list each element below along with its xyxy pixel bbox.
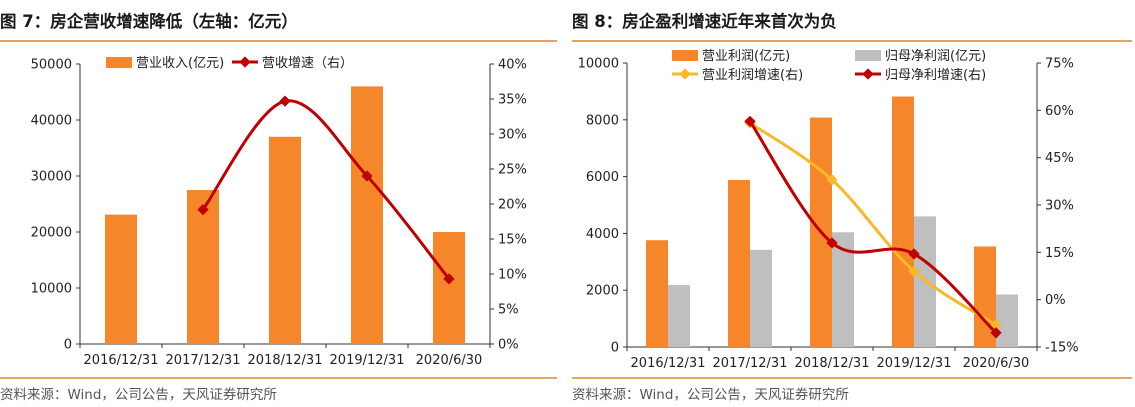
data-point [443,273,455,285]
x-tick-label: 2020/6/30 [963,356,1030,371]
data-point [361,170,373,182]
y-right-tick-label: 0% [498,338,519,353]
legend-label: 营收增速（右） [262,56,353,71]
figure-8: 图 8：房企盈利增速近年来首次为负 0 2000 4000 6000 8000 10000… [572,0,1135,407]
legend-label: 归母净利增速(右) [885,68,986,83]
y-left-tick-label: 0 [64,338,72,353]
x-tick-label: 2017/12/31 [713,356,788,371]
y-right-tick-label: 20% [498,198,527,213]
x-tick-label: 2016/12/31 [631,356,706,371]
y-left-tick-label: 4000 [586,227,619,242]
data-point [990,319,1002,331]
y-right-tick-label: 45% [1045,151,1074,166]
y-left-tick-label: 10000 [31,282,72,297]
bar [728,180,750,347]
y-right-tick-label: 15% [1045,246,1074,261]
y-left-tick-label: 10000 [578,57,619,72]
revenue-chart: 0 10000 20000 30000 40000 50000 0% 5% 10% 15% 20% 2… [31,56,527,368]
y-right-tick-label: 30% [1045,199,1074,214]
figure-8-source: 资料来源：Wind，公司公告，天风证券研究所 [572,387,849,403]
y-left-tick-label: 8000 [586,113,619,128]
x-tick-label: 2019/12/31 [330,353,405,368]
legend-label: 营业利润增速(右) [702,68,803,83]
x-tick-label: 2018/12/31 [248,353,323,368]
y-right-tick-label: 0% [1045,293,1066,308]
data-point [197,203,209,216]
bar [996,294,1018,347]
y-right-tick-label: -15% [1045,341,1079,356]
y-right-tick-label: 10% [498,268,527,283]
figure-7: 图 7：房企营收增速降低（左轴：亿元） 0 10000 20000 30000 4000… [0,0,560,407]
data-point [908,248,920,260]
y-right-tick-label: 30% [498,128,527,143]
y-right-tick-label: 15% [498,233,527,248]
bar [646,240,668,347]
legend-label: 营业利润(亿元) [702,49,790,64]
profit-chart: 0 2000 4000 6000 8000 10000 -15% 0% 15% 30% 45% 60%… [578,49,1079,371]
legend-marker [239,56,251,68]
source-rule [0,377,557,379]
y-left-tick-label: 50000 [31,58,72,73]
data-point [908,265,920,277]
legend-label: 营业收入(亿元) [136,56,224,71]
x-tick-label: 2019/12/31 [877,356,952,371]
source-rule [572,377,1132,379]
bar [750,249,772,347]
y-left-tick-label: 30000 [31,170,72,185]
data-point [826,237,838,249]
data-point [990,327,1002,339]
bar [433,232,465,344]
series-line [748,121,998,327]
y-right-tick-label: 40% [498,58,527,73]
figure-7-title: 图 7：房企营收增速降低（左轴：亿元） [0,12,298,31]
figure-8-title: 图 8：房企盈利增速近年来首次为负 [572,12,837,31]
title-rule [572,40,1132,42]
legend-marker [679,68,691,80]
x-tick-label: 2018/12/31 [795,356,870,371]
y-right-tick-label: 75% [1045,57,1074,72]
bar [668,285,690,347]
bar [892,96,914,348]
bar [187,190,219,344]
figure-7-source: 资料来源：Wind，公司公告，天风证券研究所 [0,387,277,403]
y-right-tick-label: 35% [498,93,527,108]
y-right-tick-label: 5% [498,303,519,318]
bar [105,214,137,344]
y-left-tick-label: 0 [611,341,619,356]
y-left-tick-label: 6000 [586,170,619,185]
data-point [279,95,291,107]
x-tick-label: 2017/12/31 [166,353,241,368]
bar [269,136,301,344]
y-left-tick-label: 40000 [31,114,72,129]
y-left-tick-label: 2000 [586,284,619,299]
legend-label: 归母净利润(亿元) [885,49,986,64]
series-line [201,99,451,281]
bar [832,232,854,347]
x-tick-label: 2020/6/30 [416,353,483,368]
data-point [826,174,838,186]
y-right-tick-label: 25% [498,163,527,178]
bar [351,86,383,345]
legend-marker [862,68,874,80]
legend-swatch [855,50,881,61]
title-rule [0,40,557,42]
legend-swatch [106,57,132,68]
legend-swatch [672,50,698,61]
y-right-tick-label: 60% [1045,104,1074,119]
x-tick-label: 2016/12/31 [84,353,159,368]
series-line [748,119,998,335]
y-left-tick-label: 20000 [31,226,72,241]
